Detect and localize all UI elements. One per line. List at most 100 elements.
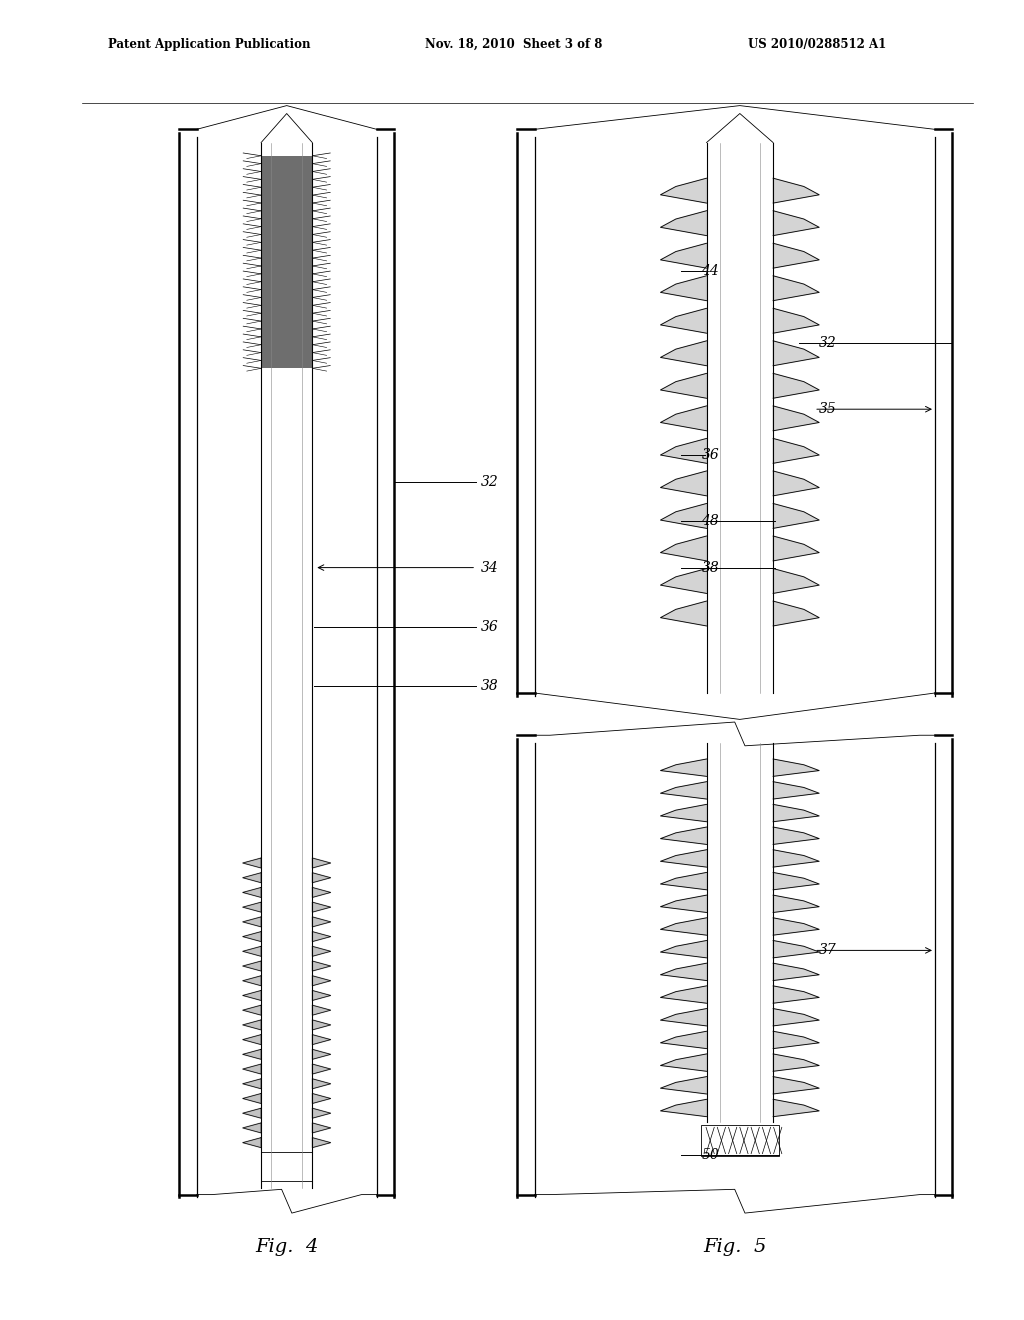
Bar [261, 1152, 312, 1181]
Bar [261, 187, 312, 195]
Polygon shape [773, 917, 819, 935]
Text: 35: 35 [819, 403, 837, 416]
Polygon shape [243, 1138, 261, 1147]
Bar [261, 267, 312, 273]
Text: 50: 50 [701, 1148, 719, 1162]
Polygon shape [660, 873, 707, 890]
Polygon shape [312, 917, 331, 927]
Polygon shape [660, 804, 707, 822]
Polygon shape [312, 932, 331, 941]
Bar [261, 360, 312, 368]
Polygon shape [660, 536, 707, 561]
Polygon shape [312, 946, 331, 956]
Polygon shape [773, 276, 819, 301]
Bar [261, 337, 312, 345]
Text: Nov. 18, 2010  Sheet 3 of 8: Nov. 18, 2010 Sheet 3 of 8 [425, 38, 602, 51]
Polygon shape [312, 990, 331, 1001]
Polygon shape [773, 1077, 819, 1094]
Polygon shape [773, 1100, 819, 1117]
Polygon shape [312, 873, 331, 883]
Polygon shape [660, 407, 707, 430]
Polygon shape [660, 1008, 707, 1026]
Polygon shape [773, 1008, 819, 1026]
Polygon shape [660, 374, 707, 399]
Bar [261, 235, 312, 243]
Polygon shape [773, 211, 819, 235]
Text: Fig.  4: Fig. 4 [255, 1238, 318, 1257]
Text: 38: 38 [481, 680, 499, 693]
Polygon shape [243, 1006, 261, 1015]
Polygon shape [773, 341, 819, 366]
Bar [261, 156, 312, 164]
Polygon shape [312, 887, 331, 898]
Polygon shape [773, 1053, 819, 1072]
Text: 32: 32 [819, 337, 837, 350]
Text: 38: 38 [701, 561, 719, 574]
Bar [261, 227, 312, 235]
Polygon shape [312, 1138, 331, 1147]
Bar [261, 345, 312, 352]
Polygon shape [660, 917, 707, 935]
Polygon shape [243, 887, 261, 898]
Polygon shape [773, 536, 819, 561]
Bar [261, 321, 312, 329]
Polygon shape [660, 940, 707, 958]
Polygon shape [243, 961, 261, 972]
Polygon shape [773, 438, 819, 463]
Polygon shape [660, 601, 707, 626]
Bar [261, 313, 312, 321]
Text: 37: 37 [819, 944, 837, 957]
Polygon shape [660, 243, 707, 268]
Polygon shape [773, 503, 819, 528]
Polygon shape [243, 858, 261, 869]
Bar [261, 164, 312, 172]
Text: 34: 34 [481, 561, 499, 574]
Polygon shape [773, 850, 819, 867]
Polygon shape [660, 178, 707, 203]
Text: 32: 32 [481, 475, 499, 488]
Polygon shape [243, 1123, 261, 1133]
Polygon shape [773, 569, 819, 594]
Text: 44: 44 [701, 264, 719, 277]
Polygon shape [312, 858, 331, 869]
Polygon shape [773, 804, 819, 822]
Polygon shape [660, 309, 707, 333]
Bar [261, 219, 312, 227]
Polygon shape [773, 873, 819, 890]
Polygon shape [660, 986, 707, 1003]
Bar [261, 180, 312, 187]
Polygon shape [243, 946, 261, 956]
Polygon shape [660, 1100, 707, 1117]
Polygon shape [243, 917, 261, 927]
Polygon shape [312, 975, 331, 986]
Polygon shape [660, 341, 707, 366]
Polygon shape [243, 1049, 261, 1060]
Text: 48: 48 [701, 515, 719, 528]
Polygon shape [660, 503, 707, 528]
Polygon shape [660, 895, 707, 912]
Bar [261, 195, 312, 203]
Polygon shape [243, 1109, 261, 1118]
Polygon shape [773, 1031, 819, 1048]
Bar [261, 281, 312, 289]
Polygon shape [660, 276, 707, 301]
Polygon shape [243, 975, 261, 986]
Bar [700, 1125, 778, 1156]
Polygon shape [312, 1049, 331, 1060]
Polygon shape [660, 850, 707, 867]
Polygon shape [243, 1064, 261, 1074]
Polygon shape [773, 759, 819, 776]
Polygon shape [312, 902, 331, 912]
Polygon shape [660, 211, 707, 235]
Text: 36: 36 [481, 620, 499, 634]
Bar [261, 243, 312, 251]
Polygon shape [312, 1123, 331, 1133]
Polygon shape [243, 873, 261, 883]
Text: 36: 36 [701, 449, 719, 462]
Bar [261, 203, 312, 211]
Bar [261, 251, 312, 259]
Text: Patent Application Publication: Patent Application Publication [108, 38, 310, 51]
Polygon shape [243, 1035, 261, 1044]
Text: US 2010/0288512 A1: US 2010/0288512 A1 [748, 38, 886, 51]
Polygon shape [660, 438, 707, 463]
